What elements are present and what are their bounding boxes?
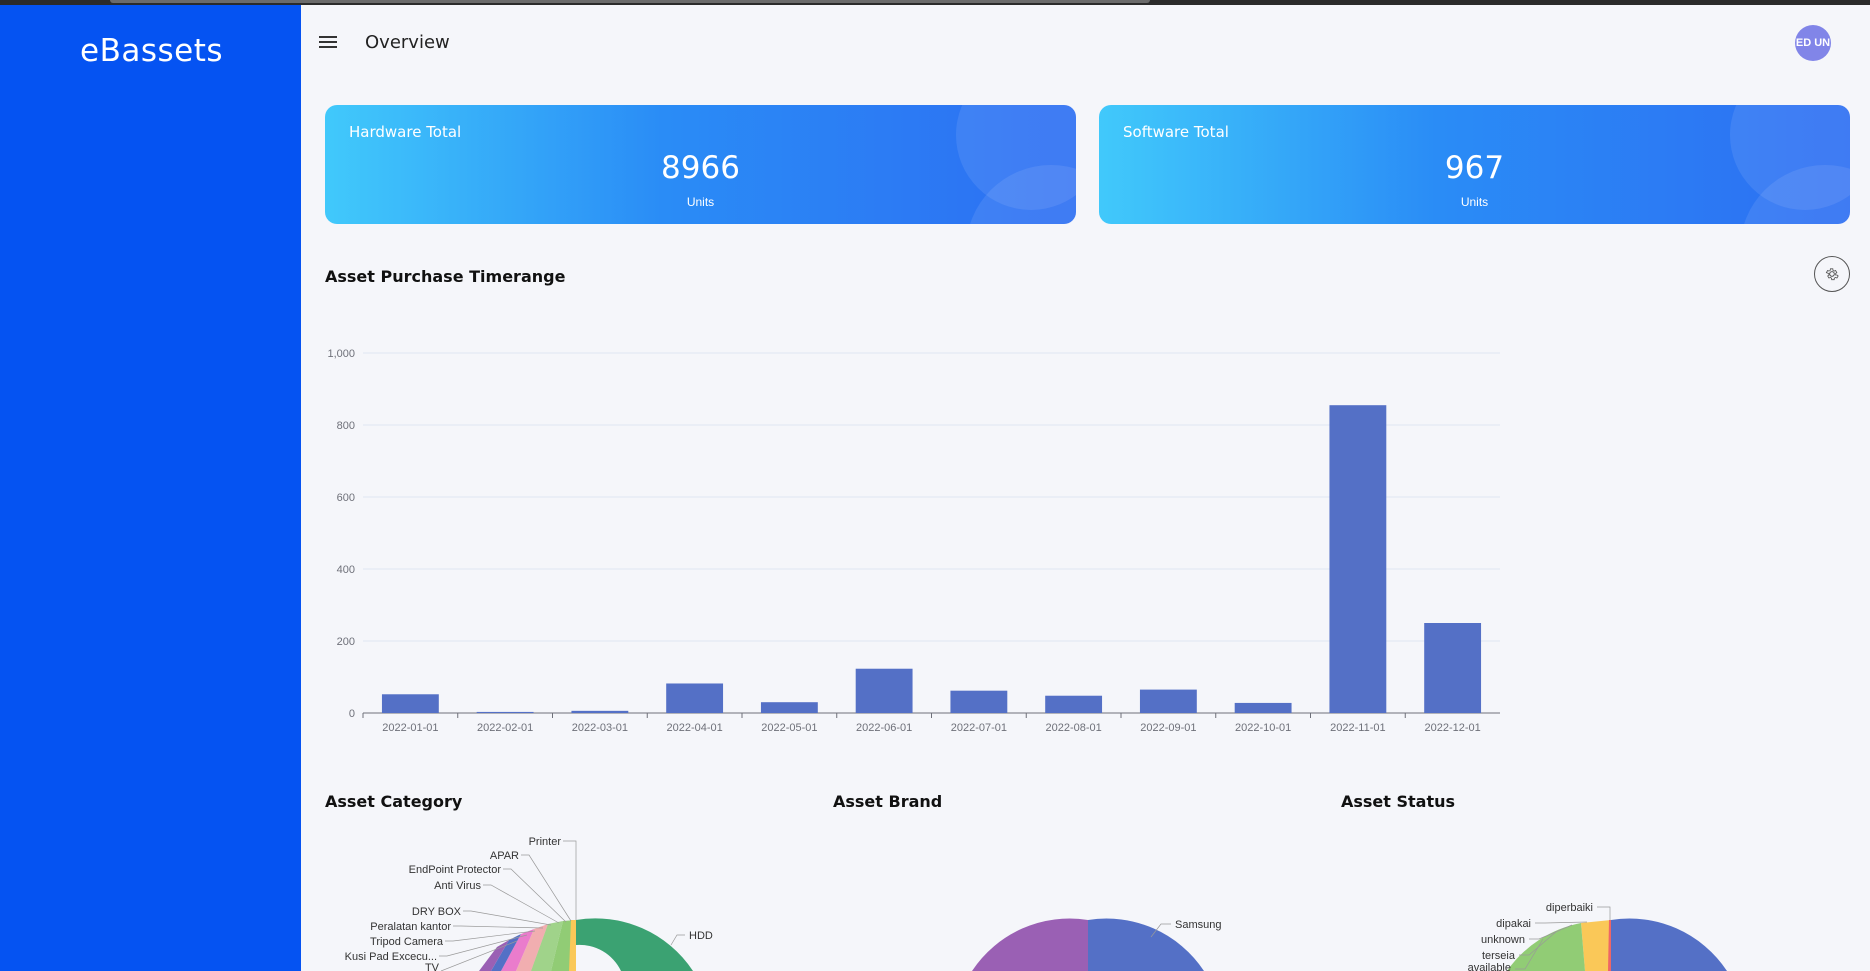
- y-tick-label: 400: [337, 564, 355, 576]
- x-tick-label: 2022-11-01: [1330, 722, 1385, 734]
- hamburger-icon[interactable]: [319, 33, 341, 51]
- pie-slice-hdd: [576, 918, 693, 971]
- legend-label: available: [1468, 962, 1511, 971]
- card-unit: Units: [1460, 195, 1489, 209]
- legend-label: terseia: [1482, 950, 1516, 962]
- y-tick-label: 800: [337, 420, 355, 432]
- x-tick-label: 2022-03-01: [572, 722, 628, 734]
- hardware-total-card: Hardware Total 8966 Units: [325, 105, 1076, 224]
- brand-logo[interactable]: eBassets: [80, 33, 224, 69]
- asset-brand-chart: Samsung: [972, 918, 1221, 971]
- legend-label: unknown: [1481, 934, 1525, 946]
- x-tick-label: 2022-04-01: [666, 722, 722, 734]
- legend-label: Printer: [529, 836, 562, 848]
- timerange-title: Asset Purchase Timerange: [325, 267, 566, 286]
- asset-category-chart: Printer APAR EndPoint Protector Anti Vir…: [345, 836, 713, 971]
- brand-title: Asset Brand: [833, 792, 943, 811]
- bar-2022-03-01[interactable]: [571, 710, 629, 713]
- bar-2022-11-01[interactable]: [1329, 405, 1387, 713]
- x-tick-label: 2022-08-01: [1045, 722, 1101, 734]
- legend-label: Kusi Pad Excecu...: [345, 951, 437, 963]
- status-title: Asset Status: [1341, 792, 1456, 811]
- bar-2022-06-01[interactable]: [855, 668, 913, 713]
- x-tick-label: 2022-01-01: [382, 722, 438, 734]
- x-tick-label: 2022-02-01: [477, 722, 533, 734]
- card-value: 967: [1444, 150, 1505, 186]
- avatar[interactable]: ED UN: [1795, 25, 1831, 61]
- y-tick-label: 1,000: [327, 348, 355, 360]
- software-total-card: Software Total 967 Units: [1099, 105, 1850, 224]
- bar-2022-10-01[interactable]: [1234, 702, 1292, 713]
- x-tick-label: 2022-12-01: [1424, 722, 1480, 734]
- bar-2022-07-01[interactable]: [950, 690, 1008, 713]
- legend-label: EndPoint Protector: [409, 864, 502, 876]
- window-top-strip: [0, 0, 1870, 5]
- y-tick-label: 0: [349, 708, 355, 720]
- legend-label: diperbaiki: [1546, 902, 1593, 914]
- category-title: Asset Category: [325, 792, 463, 811]
- legend-label: DRY BOX: [412, 906, 462, 918]
- card-value: 8966: [661, 150, 740, 186]
- bar-2022-02-01[interactable]: [476, 711, 534, 713]
- bar-2022-09-01[interactable]: [1139, 689, 1197, 713]
- purchase-timerange-chart: 0 200 400 600 800 1,000 2022-01-01 2022-02-01 20…: [327, 348, 1500, 734]
- x-tick-label: 2022-07-01: [951, 722, 1007, 734]
- card-label: Hardware Total: [349, 123, 462, 141]
- legend-label: TV: [425, 962, 440, 971]
- bar-2022-01-01[interactable]: [381, 694, 439, 713]
- legend-label: Samsung: [1175, 919, 1221, 931]
- main-content: Overview ED UN Hardware Total 8966 Units…: [301, 5, 1870, 971]
- legend-label: HDD: [689, 930, 713, 942]
- page-title: Overview: [365, 32, 450, 53]
- sidebar: eBassets: [0, 5, 301, 971]
- legend-label: Anti Virus: [434, 880, 481, 892]
- legend-label: Tripod Camera: [370, 936, 444, 948]
- legend-label: APAR: [490, 850, 519, 862]
- legend-label: Peralatan kantor: [370, 921, 451, 933]
- asset-status-chart: diperbaiki dipakai unknown terseia avail…: [1468, 902, 1727, 971]
- y-tick-label: 200: [337, 636, 355, 648]
- bar-2022-08-01[interactable]: [1045, 695, 1103, 713]
- gear-icon: [1825, 268, 1839, 281]
- bar-2022-05-01[interactable]: [760, 702, 818, 713]
- x-tick-label: 2022-06-01: [856, 722, 912, 734]
- card-label: Software Total: [1123, 123, 1229, 141]
- window-tab-strip: [110, 0, 1150, 3]
- y-tick-label: 600: [337, 492, 355, 504]
- card-unit: Units: [686, 195, 715, 209]
- bar-2022-04-01[interactable]: [666, 683, 724, 713]
- pie-slice-samsung: [1088, 918, 1204, 971]
- x-tick-label: 2022-10-01: [1235, 722, 1291, 734]
- legend-label: dipakai: [1496, 918, 1531, 930]
- chart-settings-button[interactable]: [1814, 256, 1850, 292]
- x-tick-label: 2022-09-01: [1140, 722, 1196, 734]
- x-tick-label: 2022-05-01: [761, 722, 817, 734]
- bar-2022-12-01[interactable]: [1424, 623, 1482, 713]
